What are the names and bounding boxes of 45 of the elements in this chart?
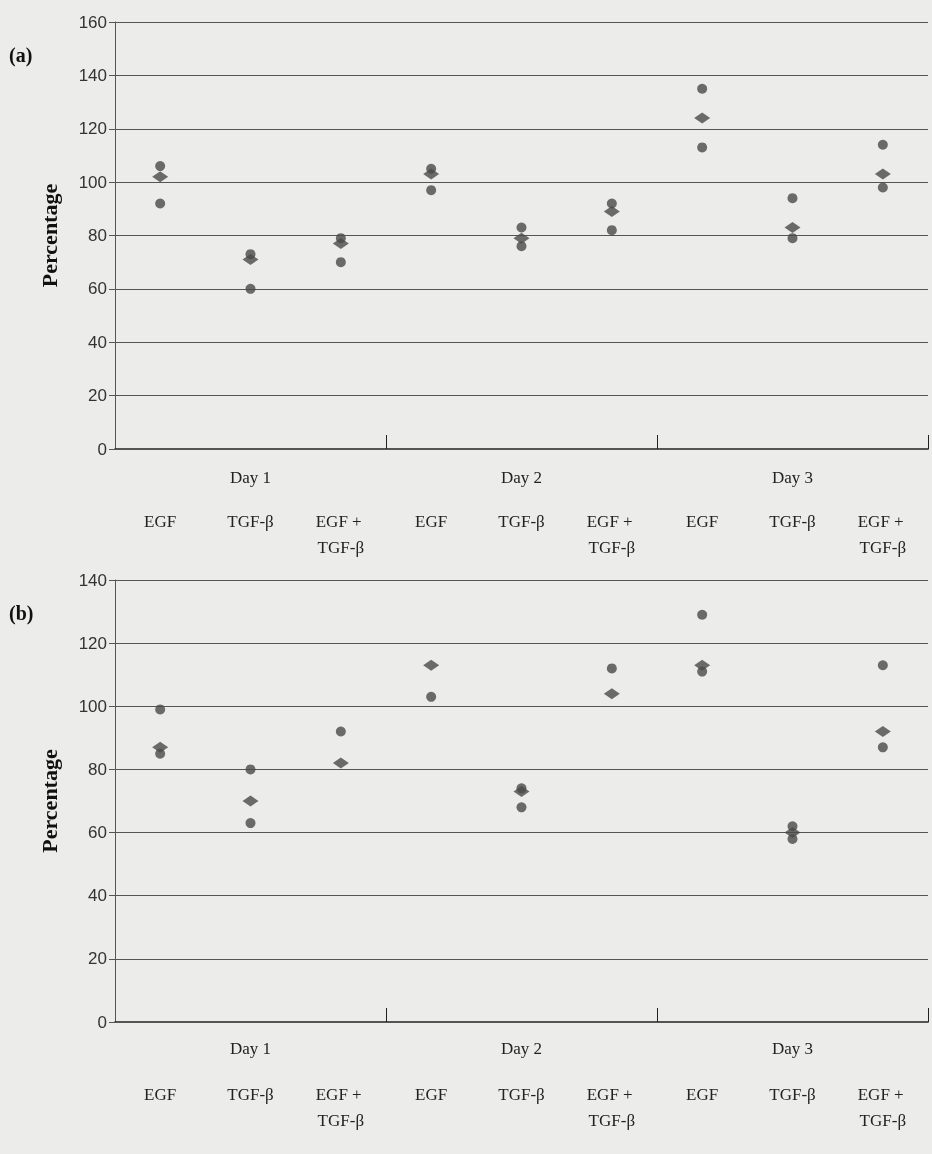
text: Day 2: [500, 1038, 543, 1058]
x-tick-label: EGF + TGF-β: [586, 511, 637, 557]
x-tick-label: EGF + TGF-β: [315, 1084, 366, 1130]
x-tick-label: TGF-β: [769, 1084, 816, 1104]
y-tick-label: 60: [88, 823, 107, 843]
y-tick-label: 160: [78, 12, 107, 32]
text: (a): [9, 44, 33, 67]
x-tick-label: EGF + TGF-β: [315, 511, 366, 557]
y-tick-label: 80: [88, 226, 107, 245]
text: Day 1: [229, 1038, 272, 1058]
y-tick-label: 40: [88, 332, 107, 352]
y-tick-label: 120: [78, 633, 107, 653]
x-tick-label: TGF-β: [498, 1084, 545, 1104]
y-tick-label: 100: [78, 172, 107, 192]
text: Day 3: [771, 1038, 814, 1058]
y-tick-label: 20: [88, 386, 107, 406]
text: Day 3: [771, 467, 814, 487]
y-tick-label: 0: [97, 1012, 107, 1032]
x-tick-label: EGF: [686, 511, 719, 531]
x-tick-label: EGF: [686, 1084, 719, 1104]
text: Day 2: [500, 467, 543, 487]
y-tick-label: 140: [78, 570, 107, 590]
x-tick-label: EGF: [144, 1084, 177, 1104]
y-axis-title: Percentage: [36, 749, 62, 853]
y-tick-label: 140: [78, 65, 107, 85]
y-tick-label: 40: [88, 886, 107, 906]
x-tick-label: EGF: [415, 511, 448, 531]
x-tick-label: TGF-β: [498, 511, 545, 531]
text: (b): [9, 602, 34, 625]
text: Day 1: [229, 467, 272, 487]
y-tick-label: 20: [88, 949, 107, 969]
x-tick-label: EGF + TGF-β: [857, 511, 908, 557]
x-tick-label: EGF: [415, 1084, 448, 1104]
y-axis-title: Percentage: [36, 183, 62, 288]
x-tick-label: TGF-β: [227, 511, 274, 531]
x-tick-label: EGF + TGF-β: [586, 1084, 637, 1130]
x-tick-label: TGF-β: [227, 1084, 274, 1104]
x-tick-label: TGF-β: [769, 511, 816, 531]
y-tick-label: 120: [78, 119, 107, 139]
x-tick-label: EGF: [144, 511, 177, 531]
y-tick-label: 60: [88, 279, 107, 299]
y-tick-label: 80: [88, 759, 107, 779]
y-tick-label: 100: [78, 696, 107, 716]
y-tick-label: 0: [97, 439, 107, 459]
x-tick-label: EGF + TGF-β: [857, 1084, 908, 1130]
